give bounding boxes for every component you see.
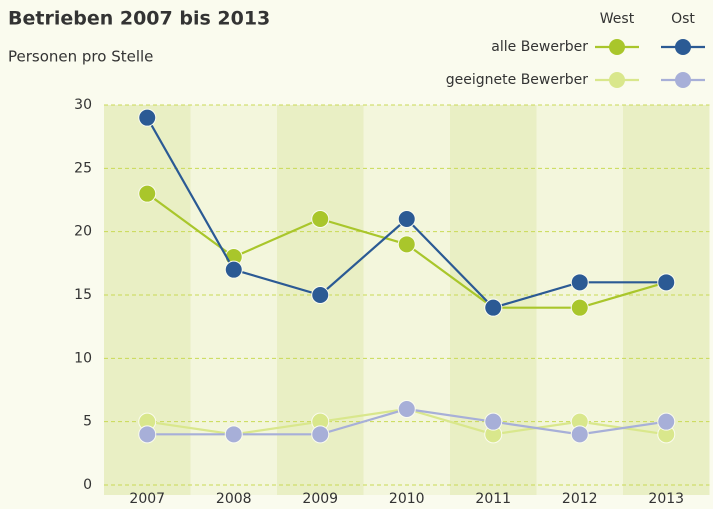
legend-label: geeignete Bewerber — [446, 72, 588, 88]
y-tick-label: 10 — [74, 350, 92, 366]
y-tick-label: 5 — [83, 414, 92, 430]
point — [570, 298, 589, 317]
x-tick-label: 2012 — [562, 491, 598, 507]
y-tick-label: 30 — [74, 97, 92, 113]
legend-label: alle Bewerber — [491, 39, 588, 55]
legend-marker — [675, 72, 691, 88]
point — [397, 235, 416, 254]
point — [311, 210, 330, 228]
point — [657, 412, 676, 431]
x-tick-label: 2011 — [475, 491, 511, 507]
point — [138, 108, 157, 127]
legend-marker — [675, 39, 691, 55]
x-tick-label: 2009 — [302, 491, 338, 507]
band — [363, 105, 450, 495]
y-tick-label: 0 — [83, 477, 92, 493]
point — [311, 425, 330, 444]
legend-header: West — [600, 11, 635, 27]
point — [224, 260, 243, 279]
chart-title: Betrieben 2007 bis 2013 — [8, 8, 270, 30]
x-tick-label: 2008 — [216, 491, 252, 507]
legend-marker — [609, 39, 625, 55]
legend-marker — [609, 72, 625, 88]
point — [138, 184, 157, 203]
point — [397, 400, 416, 418]
x-tick-label: 2007 — [129, 491, 165, 507]
point — [570, 273, 589, 292]
point — [138, 425, 157, 444]
y-tick-label: 20 — [74, 224, 92, 240]
legend-header: Ost — [671, 11, 695, 27]
point — [570, 425, 589, 444]
x-tick-label: 2013 — [648, 491, 684, 507]
y-tick-label: 15 — [74, 287, 92, 303]
y-tick-label: 25 — [74, 160, 92, 176]
point — [657, 273, 676, 292]
point — [484, 412, 503, 431]
point — [311, 286, 330, 304]
point — [484, 298, 503, 317]
point — [397, 210, 416, 228]
point — [224, 425, 243, 444]
chart-subtitle: Personen pro Stelle — [8, 48, 153, 66]
x-tick-label: 2010 — [389, 491, 425, 507]
